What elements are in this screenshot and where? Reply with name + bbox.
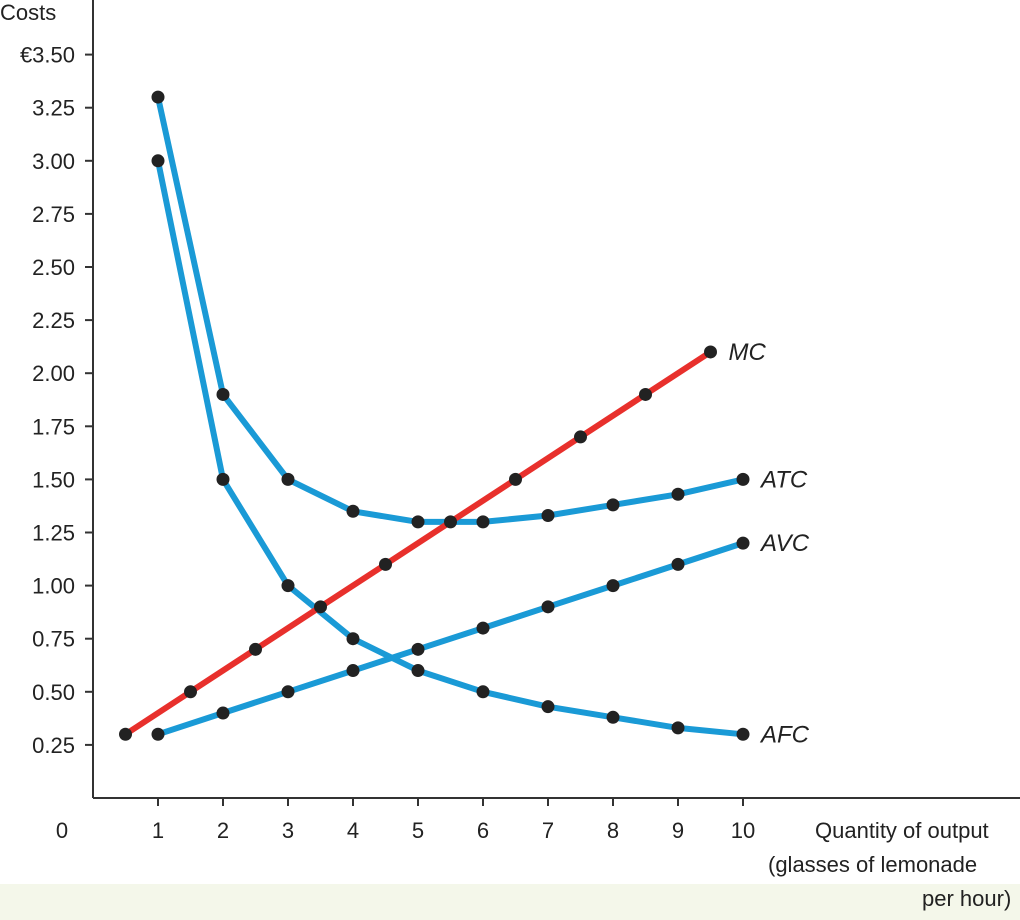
- y-tick-label: 2.00: [32, 361, 75, 386]
- atc-point: [411, 515, 425, 529]
- mc-point: [639, 387, 652, 401]
- mc-line: [122, 349, 714, 738]
- y-tick-label: 0.75: [32, 627, 75, 652]
- avc-point: [281, 685, 295, 699]
- afc-point: [151, 154, 165, 168]
- atc-point: [476, 515, 490, 529]
- x-tick-label: 4: [347, 818, 359, 843]
- y-tick-label: 2.25: [32, 308, 75, 333]
- series-lines: [122, 94, 746, 738]
- x-tick-label: 2: [217, 818, 229, 843]
- avc-point: [671, 557, 685, 571]
- atc-label: ATC: [759, 466, 808, 493]
- avc-label: AVC: [759, 530, 810, 557]
- mc-point: [704, 345, 717, 359]
- avc-point: [151, 727, 165, 741]
- y-tick-label: €3.50: [20, 43, 75, 68]
- avc-point: [216, 706, 230, 720]
- avc-point: [606, 579, 620, 593]
- mc-point: [184, 685, 197, 699]
- atc-point: [736, 472, 750, 486]
- atc-point: [541, 509, 555, 523]
- x-tick-label: 5: [412, 818, 424, 843]
- x-axis-label-line-1: Quantity of output: [815, 818, 989, 843]
- avc-point: [411, 642, 425, 656]
- afc-line: [155, 157, 746, 738]
- x-axis-label-line-2: (glasses of lemonade: [768, 852, 977, 877]
- afc-point: [281, 579, 295, 593]
- y-tick-label: 2.75: [32, 202, 75, 227]
- series-labels: AFC AVC ATC MC: [729, 339, 810, 748]
- y-tick-label: 1.50: [32, 467, 75, 492]
- x-tick-label: 8: [607, 818, 619, 843]
- mc-point: [249, 642, 262, 656]
- origin-label: 0: [56, 818, 68, 843]
- mc-label: MC: [729, 339, 767, 366]
- avc-point: [346, 664, 360, 678]
- afc-point: [411, 664, 425, 678]
- afc-point: [541, 700, 555, 714]
- x-tick-label: 7: [542, 818, 554, 843]
- afc-point: [216, 472, 230, 486]
- x-axis-ticks: 1 2 3 4 5 6 7 8 9 10: [152, 798, 755, 843]
- afc-point: [736, 727, 750, 741]
- x-tick-label: 1: [152, 818, 164, 843]
- y-tick-label: 1.00: [32, 574, 75, 599]
- afc-point: [671, 721, 685, 735]
- afc-point: [606, 710, 620, 724]
- x-tick-label: 9: [672, 818, 684, 843]
- afc-label: AFC: [759, 721, 810, 748]
- avc-point: [736, 536, 750, 550]
- x-axis-label-line-3: per hour): [922, 886, 1011, 911]
- x-tick-label: 3: [282, 818, 294, 843]
- y-tick-label: 0.50: [32, 680, 75, 705]
- y-tick-label: 0.25: [32, 733, 75, 758]
- atc-point: [671, 487, 685, 501]
- atc-point: [281, 472, 295, 486]
- y-tick-label: 2.50: [32, 255, 75, 280]
- mc-point: [119, 727, 132, 741]
- y-axis-ticks: 0.25 0.50 0.75 1.00 1.25 1.50 1.75 2.00 2.25 2.50…: [20, 43, 93, 758]
- atc-point: [216, 387, 230, 401]
- x-tick-label: 10: [731, 818, 755, 843]
- y-tick-label: 3.00: [32, 149, 75, 174]
- avc-point: [541, 600, 555, 614]
- atc-point: [606, 498, 620, 512]
- axes: [92, 0, 1020, 799]
- atc-point: [346, 504, 360, 518]
- mc-point: [379, 557, 392, 571]
- afc-point: [346, 632, 360, 646]
- mc-point: [574, 430, 587, 444]
- mc-point: [509, 472, 522, 486]
- mc-point: [444, 515, 457, 529]
- avc-point: [476, 621, 490, 635]
- afc-point: [476, 685, 490, 699]
- atc-line: [155, 94, 746, 525]
- y-tick-label: 1.75: [32, 414, 75, 439]
- atc-point: [151, 90, 165, 104]
- y-axis-label: Costs: [0, 0, 56, 25]
- x-tick-label: 6: [477, 818, 489, 843]
- series-points: [119, 90, 750, 741]
- avc-line: [155, 540, 746, 738]
- bottom-band: [0, 884, 1020, 920]
- mc-point: [314, 600, 327, 614]
- y-tick-label: 1.25: [32, 521, 75, 546]
- y-tick-label: 3.25: [32, 96, 75, 121]
